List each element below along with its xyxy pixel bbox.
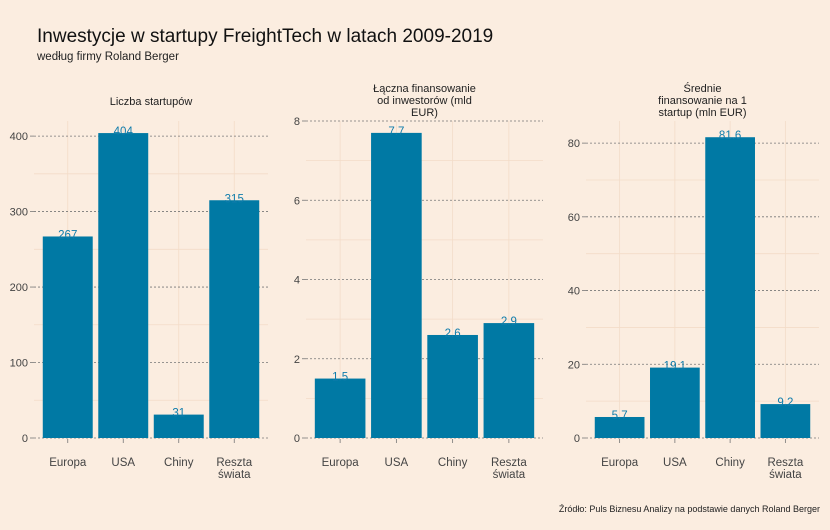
- bar: [98, 133, 149, 439]
- y-tick-label: 0: [574, 433, 580, 445]
- y-tick-label: 2: [294, 354, 300, 366]
- chart-subtitle: według firmy Roland Berger: [37, 51, 179, 63]
- bar: [427, 334, 478, 438]
- panel-title-line: EUR): [411, 107, 438, 119]
- bar-value-label: 2.6: [445, 328, 461, 340]
- bar: [760, 404, 811, 438]
- category-label: Chiny: [164, 457, 194, 469]
- category-label: Chiny: [438, 457, 468, 469]
- y-tick-label: 300: [10, 207, 28, 219]
- bar-value-label: 404: [114, 126, 134, 138]
- y-tick-label: 20: [568, 359, 580, 371]
- bar-value-label: 7.7: [388, 126, 404, 138]
- category-label: USA: [663, 457, 687, 469]
- bar-value-label: 267: [58, 229, 77, 241]
- category-label: Chiny: [715, 457, 745, 469]
- category-label: świata: [218, 469, 251, 481]
- category-label: świata: [769, 469, 802, 481]
- panel-title-line: Średnie: [684, 82, 722, 95]
- category-label: Europa: [49, 457, 87, 469]
- bar-value-label: 1.5: [332, 372, 348, 384]
- panel-title-line: od inwestorów (mld: [377, 95, 472, 107]
- panel-title-line: Łączna finansowanie: [373, 83, 476, 95]
- bar: [153, 414, 204, 438]
- chart-title: Inwestycje w startupy FreightTech w lata…: [37, 26, 494, 47]
- source-note: Źródło: Puls Biznesu Analizy na podstawi…: [558, 504, 820, 514]
- y-tick-label: 100: [10, 358, 28, 370]
- panel-title-line: startup (mln EUR): [658, 107, 746, 119]
- bar-value-label: 5.7: [612, 410, 628, 422]
- bar: [483, 323, 535, 438]
- bar: [209, 200, 260, 438]
- bar-value-label: 9.2: [777, 397, 793, 409]
- category-label: Reszta: [767, 457, 803, 469]
- category-label: Reszta: [491, 457, 527, 469]
- category-label: Europa: [322, 457, 360, 469]
- y-tick-label: 400: [10, 131, 28, 143]
- panel-startup-count: Liczba startupów 0 100 200 300 400 267 Europa 40…: [10, 96, 268, 481]
- bar-value-label: 19.1: [664, 361, 686, 373]
- y-tick-label: 0: [294, 433, 300, 445]
- y-tick-label: 0: [22, 433, 28, 445]
- category-label: USA: [385, 457, 409, 469]
- bar-value-label: 31: [172, 408, 185, 420]
- y-tick-label: 6: [294, 195, 300, 207]
- y-tick-label: 4: [294, 275, 300, 287]
- category-label: świata: [493, 469, 526, 481]
- y-tick-label: 200: [10, 282, 28, 294]
- category-label: Reszta: [216, 457, 252, 469]
- bar: [594, 416, 645, 438]
- y-tick-label: 80: [568, 138, 580, 150]
- y-tick-label: 60: [568, 212, 580, 224]
- bar: [371, 132, 422, 438]
- bar-value-label: 81.6: [719, 130, 741, 142]
- bar: [705, 137, 755, 438]
- category-label: Europa: [601, 457, 639, 469]
- bar: [650, 367, 700, 438]
- panel-title-line: finansowanie na 1: [658, 95, 747, 107]
- bar: [42, 236, 93, 438]
- bar-value-label: 2.9: [501, 316, 517, 328]
- bar: [314, 378, 366, 438]
- panel-title-line: Liczba startupów: [110, 96, 193, 108]
- y-tick-label: 8: [294, 116, 300, 128]
- y-tick-label: 40: [568, 286, 580, 298]
- category-label: USA: [111, 457, 135, 469]
- bar-value-label: 315: [225, 193, 244, 205]
